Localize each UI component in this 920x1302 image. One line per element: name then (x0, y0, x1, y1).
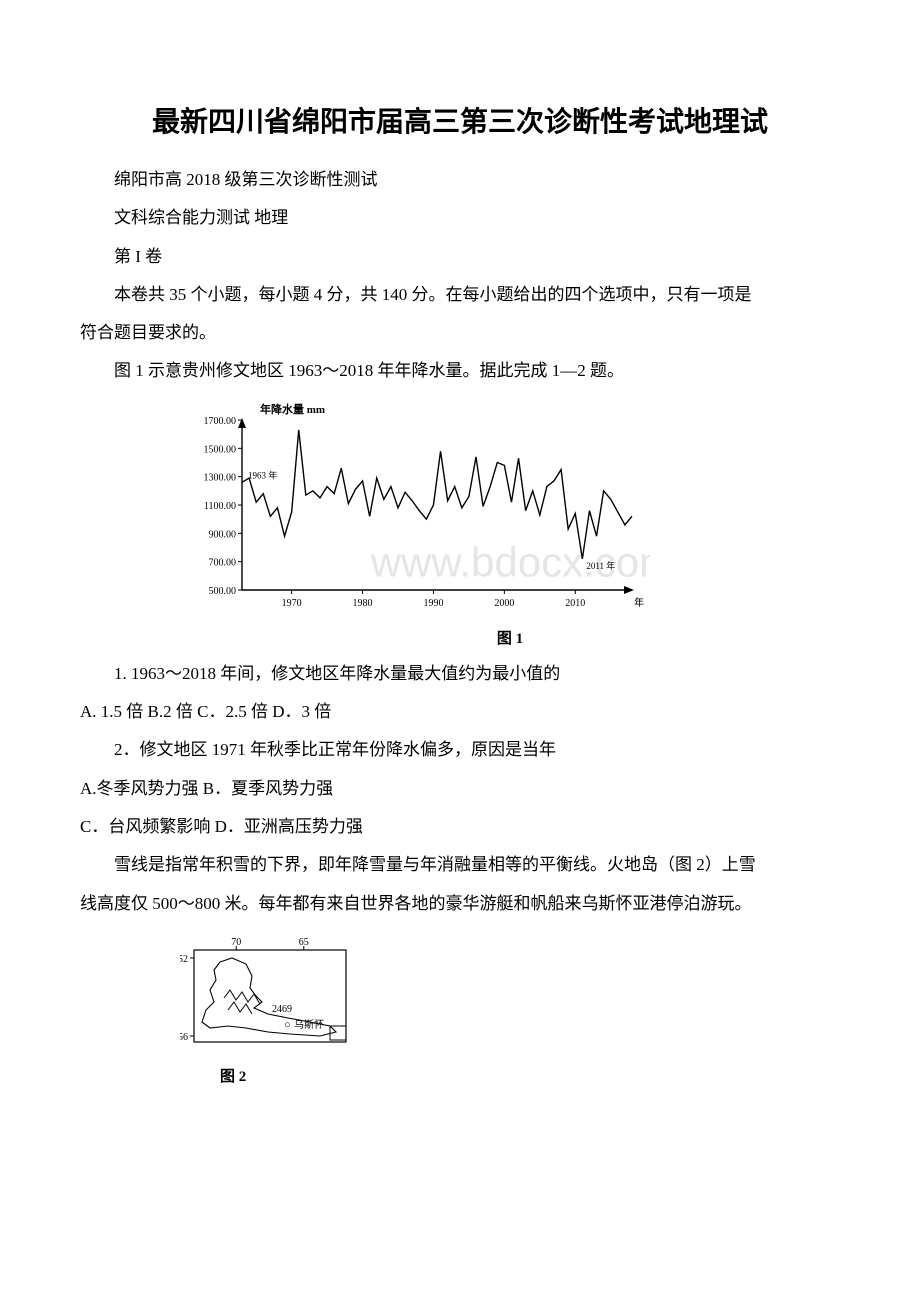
svg-text:65: 65 (299, 937, 309, 948)
instructions-2: 符合题目要求的。 (80, 317, 840, 349)
question-2: 2．修文地区 1971 年秋季比正常年份降水偏多，原因是当年 (80, 734, 840, 766)
figure-2: 70 65 52 56 2469 ○乌斯怀 图 2 (180, 936, 840, 1086)
subtitle-2: 文科综合能力测试 地理 (80, 202, 840, 234)
svg-text:70: 70 (231, 937, 241, 948)
figure-1-caption: 图 1 (180, 627, 840, 648)
svg-text:1980: 1980 (353, 598, 373, 609)
fig1-intro: 图 1 示意贵州修文地区 1963～2018 年年降水量。据此完成 1—2 题。 (80, 355, 840, 387)
svg-text:2010: 2010 (565, 598, 585, 609)
tierra-del-fuego-map: 70 65 52 56 2469 ○乌斯怀 (180, 936, 360, 1056)
snowline-para-2: 线高度仅 500～800 米。每年都有来自世界各地的豪华游艇和帆船来乌斯怀亚港停… (80, 888, 840, 920)
svg-text:年降水量 mm: 年降水量 mm (260, 402, 325, 416)
svg-text:年: 年 (634, 596, 644, 609)
svg-text:56: 56 (180, 1032, 188, 1043)
svg-text:52: 52 (180, 954, 188, 965)
question-2-options-b: C．台风频繁影响 D．亚洲高压势力强 (80, 811, 840, 843)
section-label: 第 I 卷 (80, 241, 840, 273)
svg-text:2011 年: 2011 年 (586, 560, 615, 571)
page-title: 最新四川省绵阳市届高三第三次诊断性考试地理试 (80, 100, 840, 140)
svg-text:500.00: 500.00 (209, 586, 237, 597)
instructions-1: 本卷共 35 个小题，每小题 4 分，共 140 分。在每小题给出的四个选项中，… (80, 279, 840, 311)
svg-text:1990: 1990 (423, 598, 443, 609)
question-1: 1. 1963～2018 年间，修文地区年降水量最大值约为最小值的 (80, 658, 840, 690)
figure-2-caption: 图 2 (220, 1065, 840, 1086)
question-1-options: A. 1.5 倍 B.2 倍 C．2.5 倍 D．3 倍 (80, 696, 840, 728)
svg-text:1300.00: 1300.00 (204, 472, 237, 483)
subtitle-1: 绵阳市高 2018 级第三次诊断性测试 (80, 164, 840, 196)
snowline-para-1: 雪线是指常年积雪的下界，即年降雪量与年消融量相等的平衡线。火地岛（图 2）上雪 (80, 849, 840, 881)
svg-text:1970: 1970 (282, 598, 302, 609)
svg-text:1963 年: 1963 年 (248, 469, 277, 480)
svg-text:1700.00: 1700.00 (204, 416, 237, 427)
svg-text:1500.00: 1500.00 (204, 444, 237, 455)
svg-text:900.00: 900.00 (209, 529, 237, 540)
question-2-options-a: A.冬季风势力强 B．夏季风势力强 (80, 773, 840, 805)
svg-text:乌斯怀: 乌斯怀 (294, 1018, 324, 1031)
svg-text:1100.00: 1100.00 (204, 501, 236, 512)
svg-text:○: ○ (284, 1019, 291, 1031)
svg-text:700.00: 700.00 (209, 557, 237, 568)
precipitation-chart: 年降水量 mm 500.00 700.00 900.00 1100.00 1300.00 1… (180, 398, 650, 618)
svg-text:2469: 2469 (272, 1004, 292, 1015)
figure-1: 年降水量 mm 500.00 700.00 900.00 1100.00 1300.00 1… (180, 398, 840, 648)
svg-text:2000: 2000 (494, 598, 514, 609)
